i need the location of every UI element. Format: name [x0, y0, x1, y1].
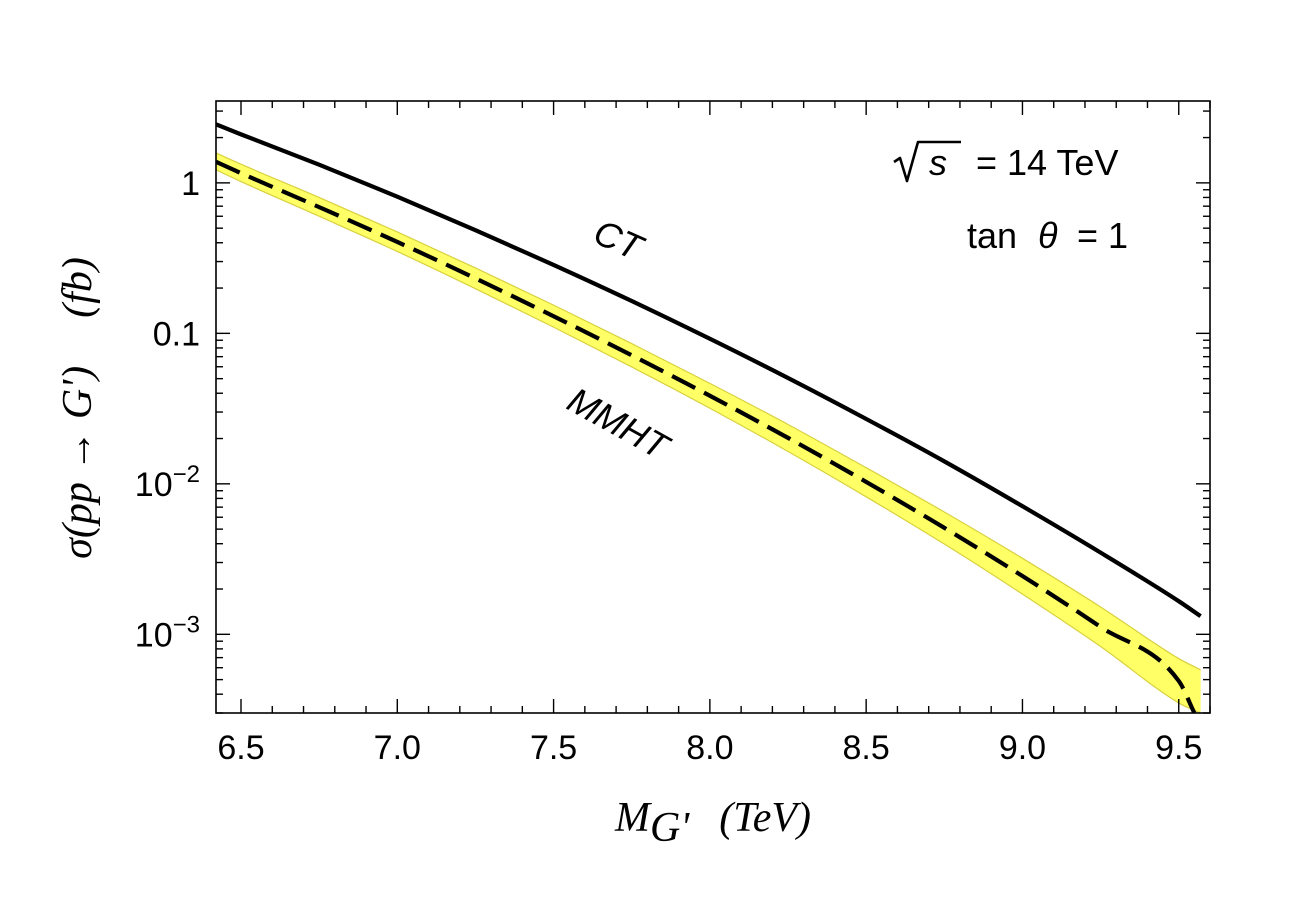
x-tick-label: 9.0 [999, 729, 1046, 767]
svg-text:s: s [929, 142, 947, 183]
series-line-mmht [216, 159, 1197, 713]
sqrt-s-annotation: s = 14 TeV [893, 140, 1118, 183]
plot-frame [215, 100, 1211, 714]
svg-text:tan: tan [967, 215, 1017, 256]
y-tick-label: 10−3 [135, 611, 200, 654]
x-tick-label: 6.5 [217, 729, 264, 767]
band-upper-edge [216, 152, 1201, 671]
series-line-ct [216, 122, 1202, 618]
y-axis-title: σ(pp → G')(fb) [55, 257, 101, 559]
x-tick-label: 8.0 [686, 729, 733, 767]
series-label-ct: CT [588, 211, 651, 269]
x-axis-title: MG' (TeV) [614, 795, 811, 851]
radical-sign-icon [893, 140, 961, 183]
uncertainty-band [216, 152, 1201, 713]
x-tick-label: 8.5 [843, 729, 890, 767]
tan-theta-annotation: tan θ = 1 [967, 215, 1128, 256]
x-tick-label: 9.5 [1155, 729, 1202, 767]
band-lower-edge [216, 169, 1201, 713]
y-tick-label: 0.1 [153, 315, 200, 353]
series-label-mmht: MMHT [561, 379, 678, 469]
svg-text:= 1: = 1 [1077, 215, 1128, 256]
svg-text:= 14 TeV: = 14 TeV [976, 142, 1118, 183]
y-tick-label: 10−2 [135, 461, 200, 504]
x-tick-label: 7.0 [374, 729, 421, 767]
x-tick-label: 7.5 [530, 729, 577, 767]
svg-text:θ: θ [1038, 215, 1058, 256]
y-tick-label: 1 [181, 165, 200, 203]
